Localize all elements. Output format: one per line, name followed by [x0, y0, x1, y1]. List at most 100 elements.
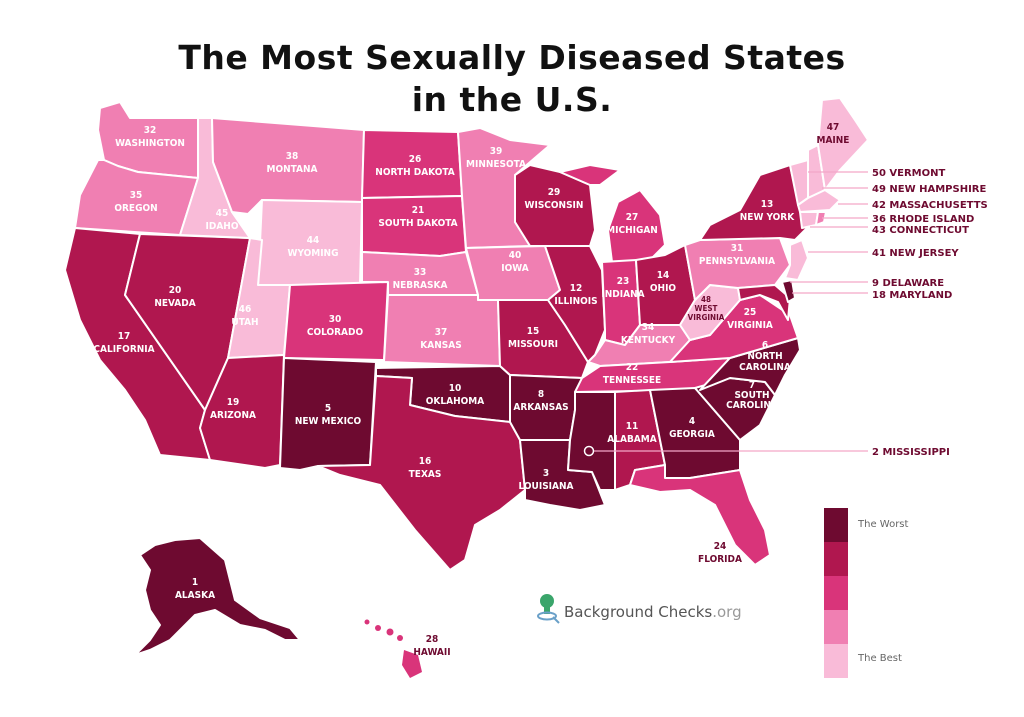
label-arizona-name: ARIZONA	[210, 410, 256, 421]
state-wisconsin	[514, 164, 596, 247]
label-utah-rank: 46	[239, 304, 252, 315]
callout-leader-lines	[594, 171, 868, 452]
title-line-2: in the U.S.	[411, 80, 613, 119]
logo-tld: .org	[712, 603, 741, 621]
label-alaska-name: ALASKA	[175, 590, 215, 601]
logo-name: Background Checks	[564, 603, 712, 621]
label-hawaii-rank: 28	[426, 634, 439, 645]
label-iowa-name: IOWA	[501, 263, 528, 274]
label-california-name: CALIFORNIA	[93, 344, 154, 355]
label-kentucky-name: KENTUCKY	[621, 335, 676, 346]
label-maine-name: MAINE	[817, 135, 850, 146]
label-iowa-rank: 40	[509, 250, 522, 261]
label-utah-name: UTAH	[231, 317, 258, 328]
label-southcarolina-name-1: SOUTH	[734, 390, 769, 401]
mississippi-marker-icon	[583, 445, 595, 457]
callout-new-hampshire: 49 NEW HAMPSHIRE	[872, 184, 986, 195]
label-indiana-rank: 23	[617, 276, 630, 287]
label-kansas-name: KANSAS	[420, 340, 461, 351]
state-rhodeisland	[815, 211, 827, 226]
label-wyoming-rank: 44	[307, 235, 320, 246]
label-virginia-rank: 25	[744, 307, 757, 318]
label-oregon-rank: 35	[130, 190, 143, 201]
label-nebraska-rank: 33	[414, 267, 427, 278]
state-florida	[629, 464, 771, 566]
label-illinois-name: ILLINOIS	[554, 296, 597, 307]
label-missouri-rank: 15	[527, 326, 540, 337]
label-arkansas-rank: 8	[538, 389, 544, 400]
state-texas	[317, 375, 526, 571]
label-texas-rank: 16	[419, 456, 432, 467]
label-northdakota-rank: 26	[409, 154, 422, 165]
label-tennessee-rank: 22	[626, 362, 639, 373]
label-westvirginia-name-1: WEST	[695, 304, 718, 313]
label-colorado-name: COLORADO	[307, 327, 364, 338]
label-louisiana-rank: 3	[543, 468, 549, 479]
label-montana-name: MONTANA	[267, 164, 318, 175]
label-newyork-name: NEW YORK	[740, 212, 795, 223]
legend-swatch-4	[824, 610, 848, 644]
label-virginia-name: VIRGINIA	[727, 320, 773, 331]
label-ohio-name: OHIO	[650, 283, 677, 294]
callout-maryland: 18 MARYLAND	[872, 290, 952, 301]
state-maine	[817, 97, 869, 191]
callout-massachusetts: 42 MASSACHUSETTS	[872, 200, 988, 211]
label-oregon-name: OREGON	[114, 203, 157, 214]
callout-connecticut: 43 CONNECTICUT	[872, 225, 969, 236]
state-delaware	[781, 279, 796, 303]
legend-swatch-1	[824, 508, 848, 542]
svg-text:Background Checks.org: Background Checks.org	[564, 603, 742, 621]
label-westvirginia-name-2: VIRGINIA	[688, 313, 725, 322]
label-southdakota-name: SOUTH DAKOTA	[378, 218, 457, 229]
label-idaho-name: IDAHO	[206, 221, 239, 232]
label-alaska-rank: 1	[192, 577, 198, 588]
label-indiana-name: INDIANA	[601, 289, 644, 300]
label-nevada-name: NEVADA	[154, 298, 195, 309]
label-pennsylvania-rank: 31	[731, 243, 744, 254]
label-wyoming-name: WYOMING	[288, 248, 339, 259]
label-hawaii-name: HAWAII	[413, 647, 450, 658]
label-wisconsin-rank: 29	[548, 187, 561, 198]
callout-mississippi: 2 MISSISSIPPI	[872, 447, 950, 458]
legend-swatch-2	[824, 542, 848, 576]
label-idaho-rank: 45	[216, 208, 229, 219]
label-arkansas-name: ARKANSAS	[513, 402, 568, 413]
legend-swatch-5	[824, 644, 848, 678]
label-florida-rank: 24	[714, 541, 727, 552]
label-georgia-name: GEORGIA	[669, 429, 715, 440]
legend-best-label: The Best	[857, 653, 902, 664]
label-michigan-rank: 27	[626, 212, 639, 223]
label-texas-name: TEXAS	[409, 469, 442, 480]
callout-rhode-island: 36 RHODE ISLAND	[872, 214, 974, 225]
label-maine-rank: 47	[827, 122, 840, 133]
state-newjersey	[784, 239, 809, 281]
label-florida-name: FLORIDA	[698, 554, 742, 565]
callout-delaware: 9 DELAWARE	[872, 278, 944, 289]
title-line-1: The Most Sexually Diseased States	[178, 38, 846, 77]
label-kansas-rank: 37	[435, 327, 448, 338]
label-kentucky-rank: 34	[642, 322, 655, 333]
label-oklahoma-name: OKLAHOMA	[426, 396, 484, 407]
logo: Background Checks.org	[537, 594, 742, 624]
label-southdakota-rank: 21	[412, 205, 425, 216]
label-newyork-rank: 13	[761, 199, 774, 210]
label-arizona-rank: 19	[227, 397, 240, 408]
label-nebraska-name: NEBRASKA	[393, 280, 448, 291]
label-washington-rank: 32	[144, 125, 157, 136]
label-newmexico-rank: 5	[325, 403, 331, 414]
legend-worst-label: The Worst	[857, 519, 909, 530]
label-tennessee-name: TENNESSEE	[603, 375, 661, 386]
label-ohio-rank: 14	[657, 270, 670, 281]
state-hawaii	[364, 619, 422, 678]
label-montana-rank: 38	[286, 151, 299, 162]
label-washington-name: WASHINGTON	[115, 138, 185, 149]
label-southcarolina-name-2: CAROLINA	[726, 400, 778, 411]
state-maryland	[737, 284, 791, 321]
label-michigan-name: MICHIGAN	[606, 225, 658, 236]
legend-swatch-3	[824, 576, 848, 610]
label-minnesota-rank: 39	[490, 146, 503, 157]
label-georgia-rank: 4	[689, 416, 695, 427]
location-pin-icon	[537, 594, 560, 624]
label-northcarolina-name-2: CAROLINA	[739, 362, 791, 373]
